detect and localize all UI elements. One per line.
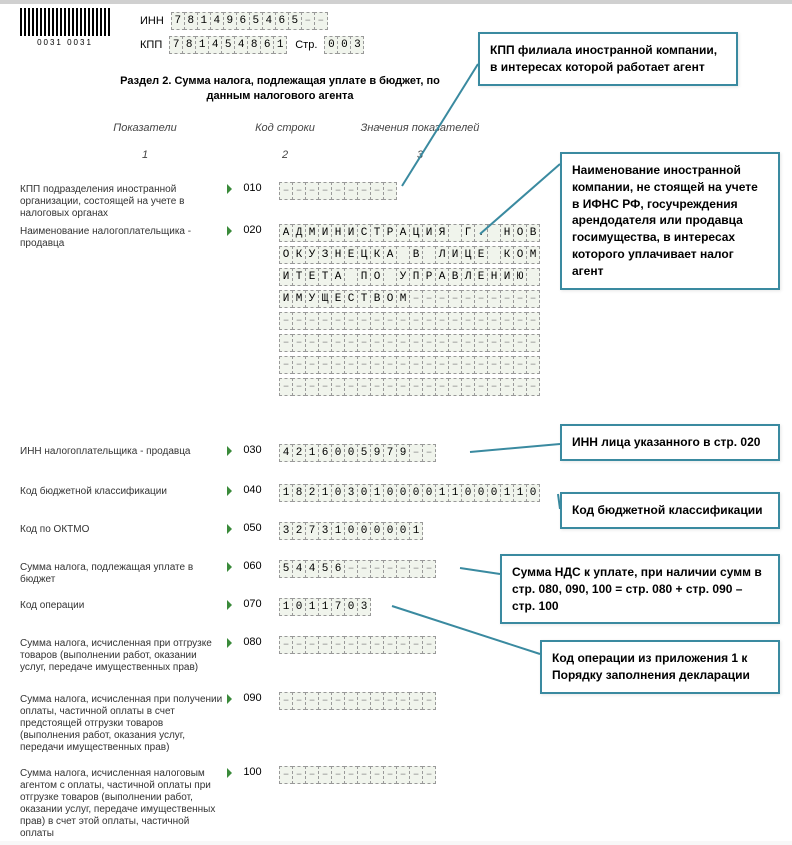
row-label-050: Код по ОКТМО — [20, 522, 225, 536]
row-code-010: 010 — [225, 182, 280, 194]
form-row-060: Сумма налога, подлежащая уплате в бюджет… — [20, 560, 436, 586]
column-numbers: 1 2 3 — [40, 149, 540, 161]
row-code-040: 040 — [225, 484, 280, 496]
col-header-3: Значения показателей — [320, 122, 520, 134]
kpp-label: КПП — [140, 39, 162, 51]
row-code-050: 050 — [225, 522, 280, 534]
col-num-1: 1 — [40, 149, 250, 161]
col-num-3: 3 — [320, 149, 520, 161]
form-row-020: Наименование налогоплательщика - продавц… — [20, 224, 540, 400]
form-row-010: КПП подразделения иностранной организаци… — [20, 182, 397, 220]
row-cells-060: 54456––––––– — [280, 560, 436, 578]
row-cells-010: ––––––––– — [280, 182, 397, 200]
row-label-070: Код операции — [20, 598, 225, 612]
row-cells-080: –––––––––––– — [280, 636, 436, 654]
page-cells: 003 — [325, 36, 364, 54]
barcode-label: 0031 0031 — [20, 38, 110, 47]
page-label: Стр. — [295, 39, 317, 51]
annotation-3: Код бюджетной классификации — [560, 492, 780, 529]
row-cells-050: 32731000001 — [280, 522, 423, 540]
row-cells-040: 18210301000011000110 — [280, 484, 540, 502]
row-label-090: Сумма налога, исчисленная при получении … — [20, 692, 225, 754]
form-row-090: Сумма налога, исчисленная при получении … — [20, 692, 436, 754]
section-title: Раздел 2. Сумма налога, подлежащая уплат… — [120, 74, 440, 105]
kpp-cells: 781454861 — [170, 36, 287, 54]
barcode: 0031 0031 — [20, 8, 110, 47]
annotation-leader-2 — [470, 444, 560, 452]
row-cells-090: –––––––––––– — [280, 692, 436, 710]
row-label-040: Код бюджетной классификации — [20, 484, 225, 498]
row-label-080: Сумма налога, исчисленная при отгрузке т… — [20, 636, 225, 674]
row-label-060: Сумма налога, подлежащая уплате в бюджет — [20, 560, 225, 586]
tax-form-page: 0031 0031 ИНН 7814965465–– КПП 781454861… — [0, 0, 792, 841]
col-header-2: Код строки — [250, 122, 320, 134]
column-headers: Показатели Код строки Значения показател… — [40, 122, 540, 134]
annotation-4: Сумма НДС к уплате, при наличии сумм в с… — [500, 554, 780, 624]
row-code-030: 030 — [225, 444, 280, 456]
row-cells-070: 1011703 — [280, 598, 371, 616]
col-header-1: Показатели — [40, 122, 250, 134]
annotation-1: Наименование иностранной компании, не ст… — [560, 152, 780, 290]
row-label-100: Сумма налога, исчисленная налоговым аген… — [20, 766, 225, 840]
col-num-2: 2 — [250, 149, 320, 161]
form-row-100: Сумма налога, исчисленная налоговым аген… — [20, 766, 436, 840]
row-cells-020: АДМИНИСТРАЦИЯ Г. НОВОКУЗНЕЦКА В ЛИЦЕ КОМ… — [280, 224, 540, 400]
row-code-100: 100 — [225, 766, 280, 778]
row-code-060: 060 — [225, 560, 280, 572]
header-kpp-row: КПП 781454861 Стр. 003 — [140, 36, 364, 54]
form-row-030: ИНН налогоплательщика - продавца03042160… — [20, 444, 436, 462]
inn-label: ИНН — [140, 15, 164, 27]
row-label-020: Наименование налогоплательщика - продавц… — [20, 224, 225, 250]
form-row-080: Сумма налога, исчисленная при отгрузке т… — [20, 636, 436, 674]
inn-cells: 7814965465–– — [172, 12, 328, 30]
form-row-050: Код по ОКТМО05032731000001 — [20, 522, 423, 540]
row-label-010: КПП подразделения иностранной организаци… — [20, 182, 225, 220]
form-row-040: Код бюджетной классификации0401821030100… — [20, 484, 540, 502]
row-code-020: 020 — [225, 224, 280, 236]
barcode-bars — [20, 8, 110, 36]
row-code-080: 080 — [225, 636, 280, 648]
annotation-leader-4 — [460, 568, 500, 574]
row-cells-030: 4216005979–– — [280, 444, 436, 462]
annotation-2: ИНН лица указанного в стр. 020 — [560, 424, 780, 461]
annotation-5: Код операции из приложения 1 к Порядку з… — [540, 640, 780, 694]
row-code-090: 090 — [225, 692, 280, 704]
header-inn-row: ИНН 7814965465–– — [140, 12, 328, 30]
row-cells-100: –––––––––––– — [280, 766, 436, 784]
form-row-070: Код операции0701011703 — [20, 598, 371, 616]
annotation-0: КПП филиала иностранной компании, в инте… — [478, 32, 738, 86]
row-code-070: 070 — [225, 598, 280, 610]
row-label-030: ИНН налогоплательщика - продавца — [20, 444, 225, 458]
